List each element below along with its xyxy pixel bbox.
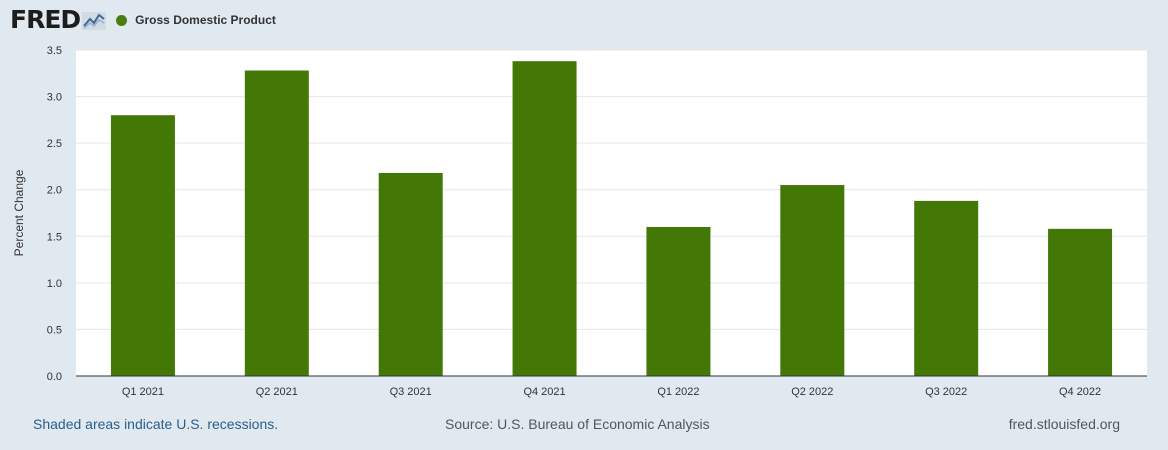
x-tick-label: Q4 2021 xyxy=(523,386,565,398)
y-tick-label: 2.5 xyxy=(47,138,62,150)
x-tick-label: Q2 2022 xyxy=(791,386,833,398)
legend-swatch xyxy=(116,14,128,26)
site-link[interactable]: fred.stlouisfed.org xyxy=(1008,416,1120,432)
bar[interactable] xyxy=(646,226,711,376)
bar[interactable] xyxy=(780,185,845,376)
y-tick-label: 0.0 xyxy=(47,371,62,383)
bar[interactable] xyxy=(512,61,577,376)
y-tick-label: 3.5 xyxy=(47,45,62,57)
y-tick-label: 0.5 xyxy=(47,324,62,336)
bar[interactable] xyxy=(110,115,175,376)
bar[interactable] xyxy=(914,200,979,376)
bar[interactable] xyxy=(244,70,309,377)
y-tick-label: 2.0 xyxy=(47,185,62,197)
legend-label: Gross Domestic Product xyxy=(135,13,276,27)
x-tick-label: Q2 2021 xyxy=(256,386,298,398)
y-tick-label: 1.0 xyxy=(47,278,62,290)
recession-note-link[interactable]: Shaded areas indicate U.S. recessions. xyxy=(33,416,279,432)
legend: Gross Domestic Product xyxy=(116,13,276,27)
fred-logo-text: FRED xyxy=(10,5,81,34)
fred-chart-icon xyxy=(82,12,107,30)
chart: 0.00.51.01.52.02.53.03.5 Q1 2021 Q2 2021 Q… xyxy=(12,45,1147,398)
y-axis-label: Percent Change xyxy=(12,169,26,256)
bar[interactable] xyxy=(378,172,443,376)
y-tick-label: 3.0 xyxy=(47,92,62,104)
x-tick-label: Q1 2021 xyxy=(122,386,164,398)
x-tick-label: Q3 2022 xyxy=(925,386,967,398)
y-tick-label: 1.5 xyxy=(47,231,62,243)
plot-area xyxy=(76,50,1147,376)
x-tick-label: Q4 2022 xyxy=(1059,386,1101,398)
bar[interactable] xyxy=(1048,228,1113,376)
source-note: Source: U.S. Bureau of Economic Analysis xyxy=(445,416,710,432)
x-tick-labels: Q1 2021 Q2 2021 Q3 2021 Q4 2021 Q1 2022 Q2 20… xyxy=(122,386,1101,398)
y-tick-labels: 0.0 0.5 1.0 1.5 2.0 2.5 3.0 3.5 xyxy=(47,45,62,383)
fred-logo[interactable]: FRED xyxy=(10,5,107,34)
x-tick-label: Q1 2022 xyxy=(657,386,699,398)
x-tick-label: Q3 2021 xyxy=(390,386,432,398)
chart-header: FRED Gross Domestic Product xyxy=(10,6,276,34)
bars xyxy=(110,61,1113,377)
